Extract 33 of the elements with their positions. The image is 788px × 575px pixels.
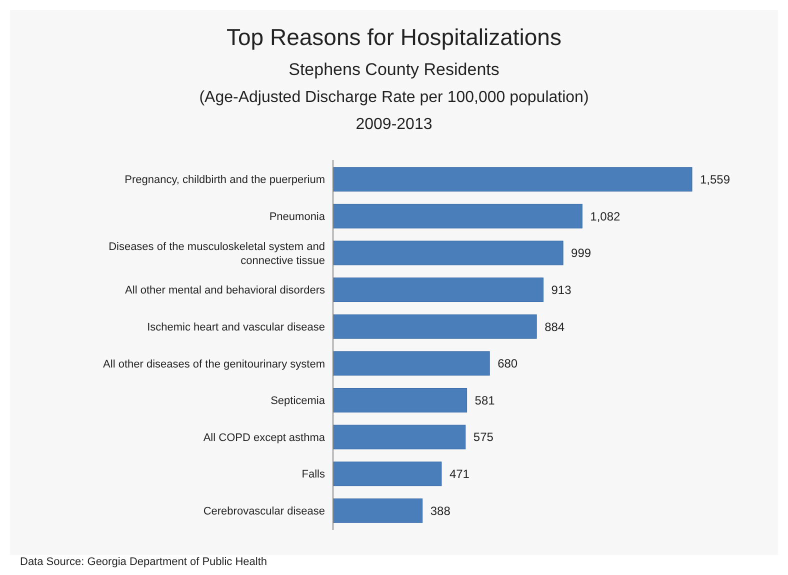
y-tick-label: Ischemic heart and vascular disease (147, 321, 325, 334)
bar (332, 240, 564, 266)
bar (332, 424, 466, 450)
bar (332, 278, 544, 302)
data-label: 471 (449, 467, 470, 482)
data-label: 884 (544, 320, 565, 334)
source-note: Data Source: Georgia Department of Public Health (20, 556, 268, 568)
bar (332, 498, 423, 523)
y-tick-label: All other mental and behavioral disorders (125, 284, 326, 297)
chart-subtitle: Stephens County Residents (Age-Adjusted Discharge Rate per 100,000 population) 2009-2013 (199, 60, 589, 133)
bar (332, 204, 582, 228)
chart-title: Top Reasons for Hospitalizations (226, 24, 562, 50)
data-label: 388 (430, 504, 451, 518)
bar (332, 388, 468, 412)
y-tick-label: Diseases of the musculoskeletal system and connective tissue (108, 240, 325, 267)
data-label: 999 (571, 246, 592, 260)
y-tick-label: Septicemia (270, 395, 326, 408)
y-tick-label: All other diseases of the genitourinary system (103, 358, 325, 370)
data-label: 581 (474, 393, 496, 408)
data-label: 575 (473, 430, 494, 444)
data-label: 913 (551, 282, 572, 297)
data-label: 680 (498, 356, 518, 371)
y-tick-label: Cerebrovascular disease (203, 506, 325, 518)
y-tick-label: Pneumonia (269, 210, 326, 223)
bar (332, 167, 692, 192)
data-label: 1,082 (590, 209, 621, 224)
bar (332, 314, 537, 339)
y-tick-label: All COPD except asthma (203, 432, 326, 444)
y-tick-label: Falls (302, 468, 326, 481)
bar (332, 462, 442, 486)
y-tick-label: Pregnancy, childbirth and the puerperium (124, 174, 325, 186)
data-label: 1,559 (700, 172, 730, 187)
bar (332, 351, 490, 376)
